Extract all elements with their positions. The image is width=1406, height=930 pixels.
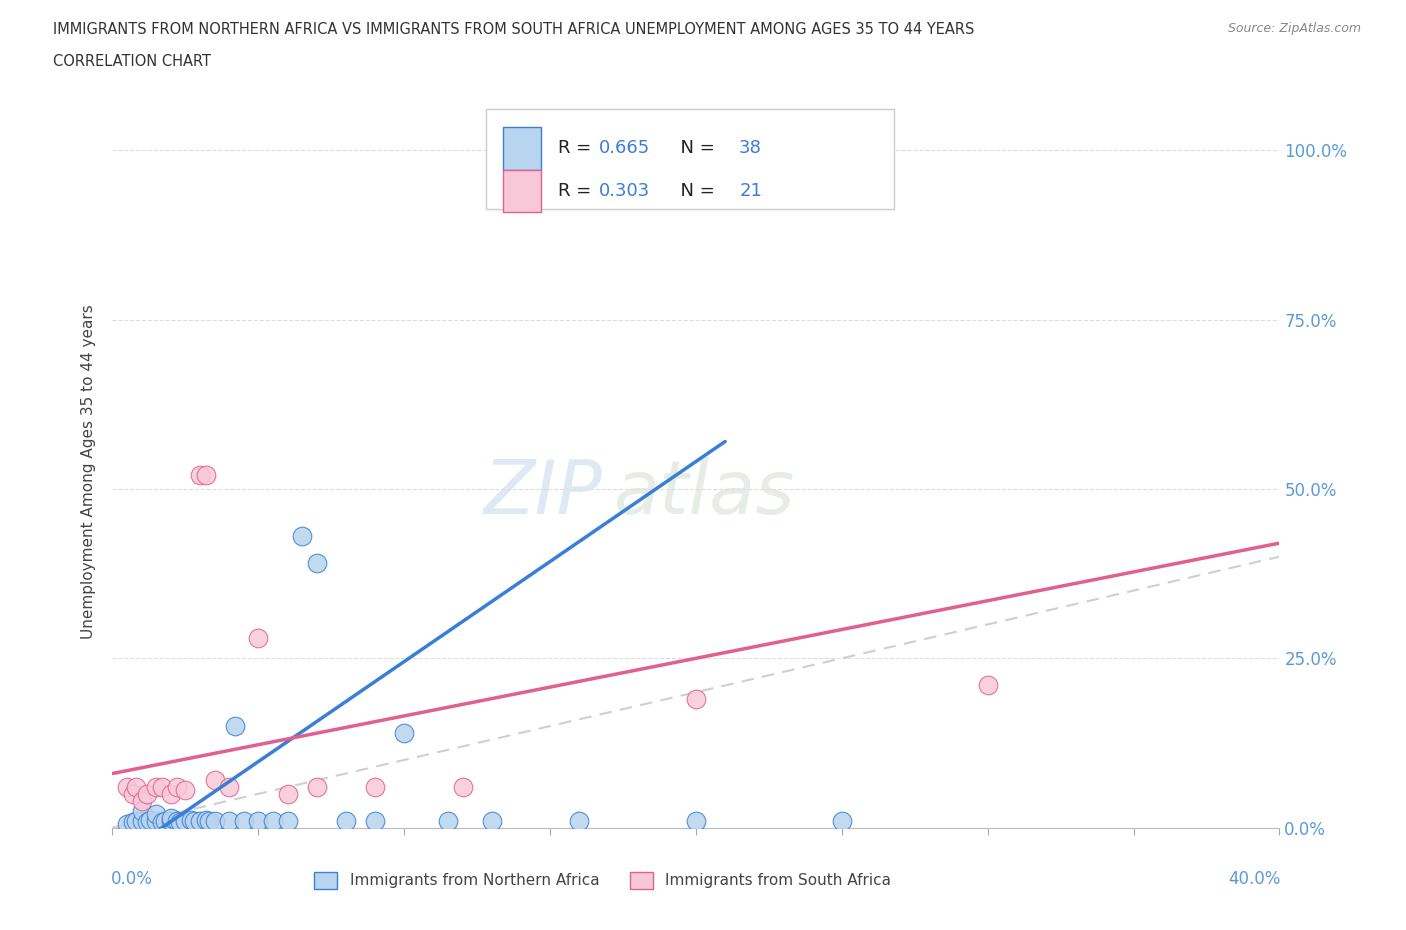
Point [150, 815, 173, 830]
Point [685, 692, 707, 707]
Point [131, 804, 153, 818]
FancyBboxPatch shape [503, 126, 541, 169]
Point [197, 814, 219, 829]
Y-axis label: Unemployment Among Ages 35 to 44 years: Unemployment Among Ages 35 to 44 years [80, 305, 96, 639]
Point [183, 814, 205, 829]
Point [262, 814, 284, 829]
Point [125, 779, 148, 794]
Point [232, 814, 254, 829]
Point [166, 814, 188, 829]
Point [174, 783, 197, 798]
Text: 0.303: 0.303 [599, 182, 651, 200]
Point [115, 779, 138, 794]
Point [145, 806, 167, 821]
Point [188, 814, 211, 829]
Point [160, 787, 183, 802]
Point [204, 773, 226, 788]
Point [122, 815, 145, 830]
Point [305, 556, 328, 571]
Text: 0.665: 0.665 [599, 140, 651, 157]
Point [139, 812, 162, 827]
Point [115, 817, 138, 831]
Point [276, 814, 298, 829]
Point [831, 814, 853, 829]
Point [204, 814, 226, 829]
Point [481, 814, 503, 829]
Point [224, 719, 246, 734]
Legend: Immigrants from Northern Africa, Immigrants from South Africa: Immigrants from Northern Africa, Immigra… [308, 866, 897, 895]
Text: 21: 21 [740, 182, 762, 200]
Text: R =: R = [558, 182, 598, 200]
Point [976, 678, 998, 693]
Text: 40.0%: 40.0% [1229, 870, 1281, 888]
Point [136, 815, 159, 830]
FancyBboxPatch shape [503, 169, 541, 212]
Point [451, 779, 474, 794]
Point [131, 793, 153, 808]
Point [194, 812, 217, 827]
Point [188, 468, 211, 483]
Point [247, 814, 270, 829]
Text: IMMIGRANTS FROM NORTHERN AFRICA VS IMMIGRANTS FROM SOUTH AFRICA UNEMPLOYMENT AMO: IMMIGRANTS FROM NORTHERN AFRICA VS IMMIG… [53, 22, 974, 37]
Text: ZIP: ZIP [484, 458, 603, 529]
Text: CORRELATION CHART: CORRELATION CHART [53, 54, 211, 69]
Point [194, 468, 217, 483]
Point [394, 725, 416, 740]
Text: N =: N = [669, 140, 721, 157]
Text: atlas: atlas [614, 458, 796, 529]
Point [174, 814, 197, 829]
Point [166, 779, 188, 794]
Text: R =: R = [558, 140, 598, 157]
Point [364, 814, 387, 829]
Point [150, 779, 173, 794]
Text: N =: N = [669, 182, 721, 200]
Point [685, 814, 707, 829]
Point [131, 814, 153, 829]
Point [153, 814, 176, 829]
Point [145, 779, 167, 794]
Point [247, 631, 270, 645]
Point [291, 529, 314, 544]
Point [169, 815, 191, 830]
Text: 0.0%: 0.0% [111, 870, 153, 888]
Point [136, 787, 159, 802]
Point [122, 787, 145, 802]
Point [218, 779, 240, 794]
Text: Source: ZipAtlas.com: Source: ZipAtlas.com [1227, 22, 1361, 35]
Point [160, 814, 183, 829]
Point [437, 814, 460, 829]
Text: 38: 38 [740, 140, 762, 157]
Point [568, 814, 591, 829]
Point [218, 814, 240, 829]
Point [335, 814, 357, 829]
Point [276, 787, 298, 802]
Point [145, 814, 167, 829]
Point [160, 810, 183, 825]
Point [305, 779, 328, 794]
Point [180, 812, 202, 827]
Point [364, 779, 387, 794]
FancyBboxPatch shape [486, 109, 894, 208]
Point [125, 814, 148, 829]
